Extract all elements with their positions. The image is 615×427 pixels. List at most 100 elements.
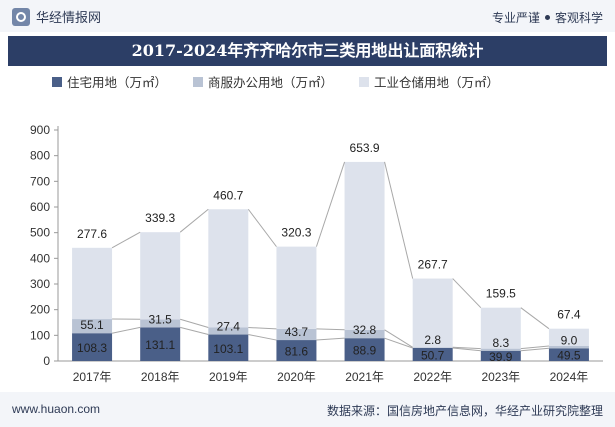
bar-industrial	[208, 209, 249, 328]
data-label-residential: 81.6	[285, 345, 309, 359]
bar-industrial	[72, 247, 113, 320]
legend-item-industrial: 工业仓储用地（万㎡）	[359, 72, 499, 91]
connector-residential	[111, 326, 141, 334]
x-tick-label: 2018年	[141, 370, 180, 384]
bar-commercial	[412, 347, 453, 348]
data-source: 数据来源：国信房地产信息网，华经产业研究院整理	[326, 404, 603, 418]
data-label-industrial: 267.7	[418, 258, 448, 272]
x-tick-label: 2021年	[345, 370, 384, 384]
data-label-industrial: 653.9	[350, 141, 380, 155]
data-label-industrial: 159.5	[486, 287, 516, 301]
y-tick-label: 900	[30, 123, 50, 137]
connector-residential	[180, 326, 209, 336]
y-tick-label: 300	[30, 277, 50, 291]
header-bar: 华经情报网 专业严谨 客观科学	[0, 0, 615, 32]
data-label-industrial: 67.4	[557, 308, 581, 322]
bullet-dot-icon	[544, 15, 550, 20]
legend-swatch-commercial	[193, 76, 204, 87]
y-tick-label: 600	[30, 200, 50, 214]
bar-industrial	[344, 161, 385, 330]
bar-residential	[208, 334, 249, 361]
legend-swatch-industrial	[359, 76, 370, 87]
legend-label-residential: 住宅用地（万㎡）	[67, 76, 168, 90]
title-bar: 2017-2024年齐齐哈尔市三类用地出让面积统计	[8, 36, 607, 66]
connector-industrial	[452, 278, 482, 309]
data-label-commercial: 55.1	[80, 318, 104, 332]
connector-industrial	[384, 161, 414, 279]
connector-residential	[316, 337, 345, 341]
data-label-industrial: 277.6	[77, 227, 107, 241]
bar-commercial	[208, 327, 249, 335]
bar-commercial	[548, 345, 589, 349]
x-tick-label: 2017年	[73, 370, 112, 384]
data-label-commercial: 43.7	[285, 325, 309, 339]
connector-commercial	[384, 329, 413, 348]
bar-commercial	[72, 319, 113, 334]
bar-industrial	[140, 232, 181, 320]
bar-residential	[276, 340, 317, 361]
data-label-commercial: 9.0	[561, 333, 578, 347]
bar-commercial	[344, 329, 385, 339]
y-tick-label: 700	[30, 174, 50, 188]
data-label-commercial: 27.4	[217, 320, 241, 334]
bar-residential	[72, 333, 113, 361]
data-label-industrial: 460.7	[213, 188, 243, 202]
connector-residential	[384, 337, 413, 349]
connector-industrial	[520, 307, 550, 330]
data-label-commercial: 8.3	[492, 336, 509, 350]
bar-commercial	[276, 328, 317, 341]
slogan-left: 专业严谨	[491, 11, 540, 25]
bar-industrial	[480, 307, 521, 349]
bar-commercial	[140, 319, 181, 328]
connector-residential	[520, 347, 549, 352]
connector-industrial	[247, 208, 277, 247]
data-label-commercial: 32.8	[353, 323, 377, 337]
connector-residential	[452, 347, 481, 352]
y-tick-label: 200	[30, 303, 50, 317]
bar-industrial	[412, 278, 453, 348]
data-label-industrial: 320.3	[281, 226, 311, 240]
data-label-residential: 103.1	[213, 342, 243, 356]
bar-residential	[548, 348, 589, 361]
y-tick-label: 400	[30, 251, 50, 265]
bar-residential	[480, 350, 521, 361]
connector-commercial	[452, 346, 481, 350]
connector-commercial	[316, 328, 345, 331]
data-label-residential: 49.5	[557, 349, 581, 363]
brand-name: 华经情报网	[36, 10, 102, 25]
bar-residential	[412, 347, 453, 361]
website-link[interactable]: www.huaon.com	[12, 402, 101, 416]
data-label-residential: 88.9	[353, 344, 377, 358]
data-label-residential: 108.3	[77, 341, 107, 355]
y-tick-label: 100	[30, 328, 50, 342]
stacked-bar-chart: 0 100 200 300 400 500 600 700 800 900 2017年 2018年 20…	[30, 123, 603, 384]
slogan-right: 客观科学	[554, 11, 603, 25]
brand[interactable]: 华经情报网	[12, 7, 101, 26]
bar-industrial	[548, 328, 589, 346]
x-tick-label: 2022年	[413, 370, 452, 384]
x-tick-label: 2019年	[209, 370, 248, 384]
chart-legend: 住宅用地（万㎡） 商服办公用地（万㎡） 工业仓储用地（万㎡）	[52, 72, 499, 91]
footer-bar: www.huaon.com 数据来源：国信房地产信息网，华经产业研究院整理	[0, 392, 615, 427]
chart-title: 2017-2024年齐齐哈尔市三类用地出让面积统计	[131, 41, 484, 60]
connector-industrial	[179, 208, 209, 233]
bar-commercial	[480, 348, 521, 351]
data-label-residential: 50.7	[421, 348, 445, 362]
y-tick-label: 0	[43, 354, 50, 368]
data-label-commercial: 2.8	[424, 333, 441, 347]
bar-residential	[344, 338, 385, 361]
y-tick-label: 500	[30, 226, 50, 240]
legend-label-commercial: 商服办公用地（万㎡）	[208, 76, 334, 90]
data-label-residential: 131.1	[145, 338, 175, 352]
connector-residential	[248, 334, 277, 341]
bar-industrial	[276, 246, 317, 329]
connector-industrial	[315, 161, 346, 247]
legend-label-industrial: 工业仓储用地（万㎡）	[374, 76, 500, 90]
legend-item-residential: 住宅用地（万㎡）	[52, 72, 167, 91]
data-label-commercial: 31.5	[149, 312, 173, 326]
bar-residential	[140, 327, 181, 361]
connector-commercial	[520, 345, 549, 350]
logo-icon	[12, 7, 30, 26]
x-tick-label: 2023年	[481, 370, 520, 384]
data-label-residential: 39.9	[489, 350, 513, 364]
